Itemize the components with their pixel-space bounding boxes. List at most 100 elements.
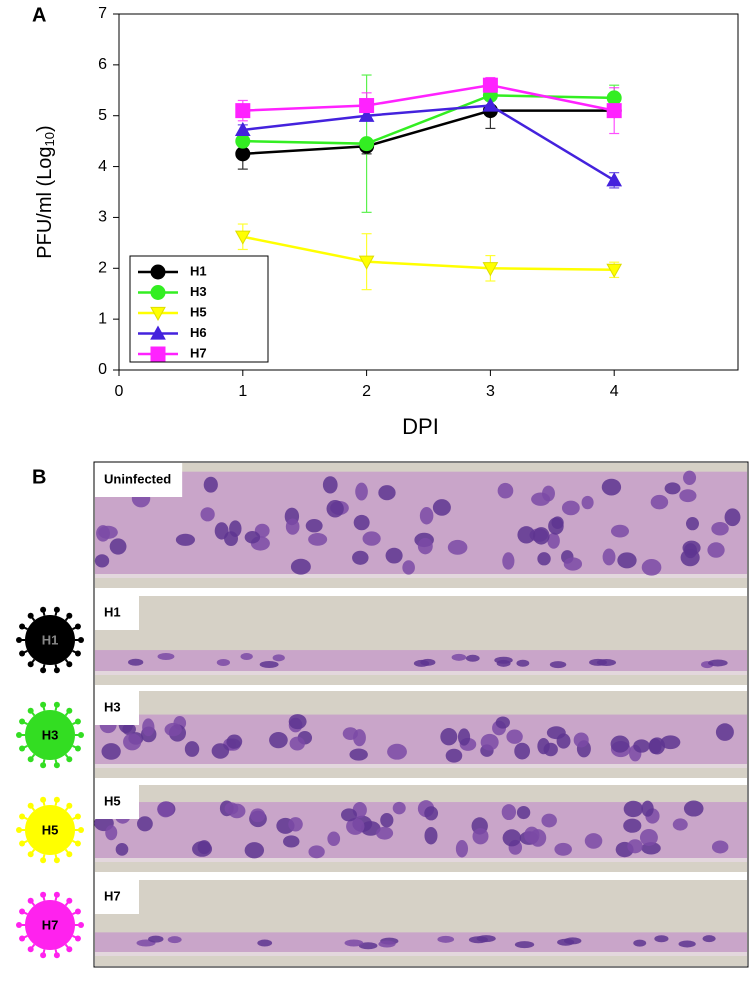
nucleus (501, 804, 517, 821)
legend-label: H1 (190, 263, 207, 278)
spike-tip (53, 952, 60, 959)
nucleus (557, 938, 575, 946)
marker (606, 103, 622, 119)
nucleus (326, 499, 344, 518)
nucleus (240, 653, 253, 661)
nucleus (602, 548, 616, 566)
nucleus (105, 825, 118, 841)
marker (150, 325, 166, 340)
marker (359, 98, 375, 114)
nucleus (524, 826, 540, 844)
spike-tip (53, 667, 60, 674)
spike-tip (19, 840, 26, 847)
marker (482, 97, 499, 112)
nucleus (437, 935, 455, 943)
nucleus (541, 813, 557, 828)
nucleus (447, 539, 468, 555)
legend-marker (150, 325, 166, 340)
strip-label: H7 (104, 888, 121, 903)
nucleus (402, 560, 415, 575)
nucleus (650, 494, 669, 510)
nucleus (495, 716, 510, 729)
nucleus (617, 552, 637, 569)
spike-tip (19, 813, 26, 820)
virus-body (25, 900, 75, 950)
nucleus (556, 733, 571, 749)
nucleus (506, 729, 523, 744)
nucleus (167, 936, 182, 944)
y-axis-label-part: 10 (42, 132, 57, 146)
spike-tip (27, 756, 34, 763)
nucleus (353, 514, 370, 531)
strip-label: H3 (104, 699, 121, 714)
nucleus (451, 653, 467, 661)
strip-label: H5 (104, 793, 121, 808)
spike-tip (27, 661, 34, 668)
nucleus (157, 652, 175, 660)
y-tick-label: 6 (98, 56, 107, 73)
spike-tip (40, 606, 47, 613)
nucleus (516, 659, 530, 667)
panel-label: B (32, 466, 46, 488)
spike-tip (16, 922, 22, 928)
spike-tip (74, 935, 81, 942)
nucleus (353, 729, 366, 747)
nucleus (724, 508, 741, 527)
nucleus (346, 817, 365, 835)
x-axis-label: DPI (402, 414, 439, 439)
basement (95, 858, 747, 862)
nucleus (683, 800, 704, 817)
legend-marker (150, 306, 166, 322)
nucleus (547, 532, 560, 549)
nucleus (392, 801, 406, 815)
nucleus (532, 527, 550, 545)
spike-tip (53, 891, 60, 898)
nucleus (610, 735, 630, 753)
virus-label: H5 (42, 822, 59, 837)
nucleus (378, 485, 396, 501)
marker (482, 262, 499, 277)
nucleus (610, 524, 629, 538)
nucleus (573, 732, 589, 748)
nucleus (679, 489, 697, 503)
nucleus (445, 748, 463, 763)
nucleus (639, 828, 658, 846)
marker (235, 146, 251, 162)
spike-tip (74, 650, 81, 657)
virus-label: H7 (42, 917, 59, 932)
nucleus (211, 743, 230, 759)
nucleus (432, 499, 451, 516)
nucleus (581, 495, 594, 510)
nucleus (584, 833, 603, 849)
spike-tip (66, 851, 73, 858)
nucleus (455, 840, 469, 858)
nucleus (290, 558, 311, 575)
spike-tip (19, 935, 26, 942)
marker (235, 103, 251, 119)
spike-tip (74, 840, 81, 847)
nucleus (711, 840, 729, 854)
nucleus (340, 808, 357, 822)
nucleus (623, 800, 643, 818)
virus-label: H1 (42, 632, 59, 647)
nucleus (289, 736, 305, 751)
y-axis-label: PFU/ml (Log10) (34, 125, 57, 258)
x-tick-label: 3 (486, 383, 495, 400)
nucleus (115, 843, 129, 856)
nucleus (109, 538, 127, 555)
strip-label: Uninfected (104, 471, 171, 486)
nucleus (352, 550, 369, 565)
nucleus (678, 940, 696, 948)
nucleus (654, 935, 669, 943)
nucleus (123, 733, 142, 751)
marker (234, 230, 251, 245)
spike-tip (78, 827, 84, 833)
nucleus (378, 940, 396, 948)
nucleus (200, 507, 215, 522)
nucleus (288, 817, 303, 832)
marker (359, 136, 375, 152)
nucleus (711, 521, 729, 536)
spike-tip (27, 851, 34, 858)
nucleus (707, 659, 728, 667)
